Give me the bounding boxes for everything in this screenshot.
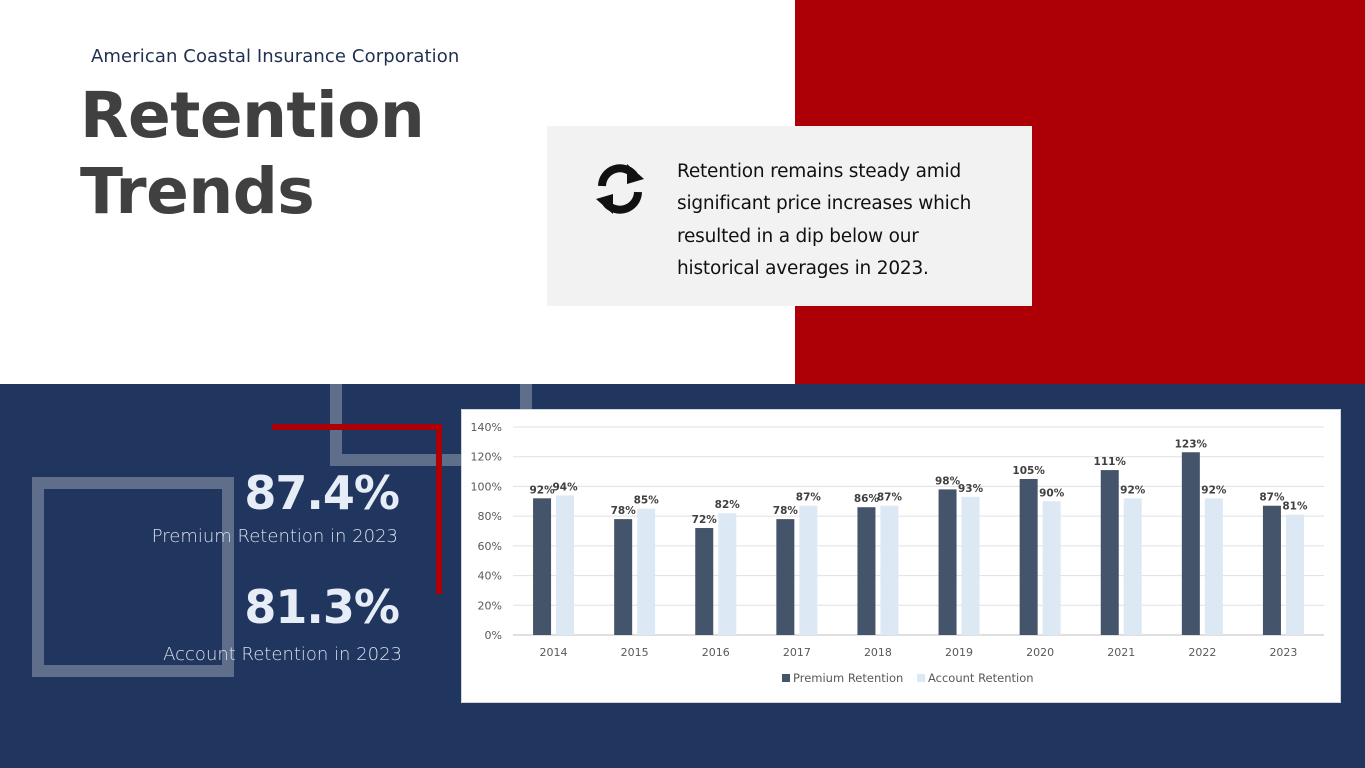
callout-box: Retention remains steady amid significan… <box>547 126 1032 306</box>
y-tick-label: 80% <box>478 510 502 523</box>
y-tick-label: 20% <box>478 599 502 612</box>
premium-data-label: 78% <box>611 505 637 517</box>
account-retention-value: 81.3% <box>244 580 400 634</box>
account-retention-label: Account Retention in 2023 <box>163 644 402 665</box>
y-tick-label: 100% <box>471 480 502 493</box>
y-tick-label: 120% <box>471 451 502 464</box>
account-retention-bar <box>1285 514 1304 635</box>
callout-line: historical averages in 2023. <box>677 257 929 279</box>
refresh-icon <box>596 164 644 214</box>
account-retention-bar <box>1042 501 1061 635</box>
premium-data-label: 105% <box>1012 465 1045 477</box>
account-data-label: 93% <box>958 483 984 495</box>
y-tick-label: 40% <box>478 570 502 583</box>
x-tick-label: 2020 <box>1026 646 1054 659</box>
premium-retention-bar <box>1262 505 1281 635</box>
decorative-red-line-vertical <box>436 424 442 594</box>
premium-retention-bar <box>1100 470 1119 635</box>
account-data-label: 85% <box>634 495 660 507</box>
premium-retention-bar <box>938 489 957 635</box>
account-retention-bar <box>961 496 980 635</box>
account-retention-bar <box>556 495 575 635</box>
account-retention-bar <box>637 508 656 635</box>
premium-retention-bar <box>533 498 552 635</box>
legend-premium-swatch <box>782 674 790 682</box>
x-tick-label: 2015 <box>621 646 649 659</box>
premium-retention-label: Premium Retention in 2023 <box>151 526 398 547</box>
account-retention-bar <box>799 505 818 635</box>
x-tick-label: 2018 <box>864 646 892 659</box>
premium-data-label: 123% <box>1175 438 1208 450</box>
account-data-label: 90% <box>1039 487 1065 499</box>
title-line-1: Retention <box>80 79 425 152</box>
decorative-square-left <box>32 477 234 677</box>
account-retention-bar <box>718 513 737 635</box>
x-tick-label: 2017 <box>783 646 811 659</box>
legend-account-label: Account Retention <box>928 671 1034 685</box>
account-data-label: 92% <box>1201 484 1227 496</box>
callout-line: resulted in a dip below our <box>677 225 919 247</box>
premium-retention-bar <box>1181 452 1200 635</box>
premium-data-label: 111% <box>1094 456 1127 468</box>
premium-retention-bar <box>1019 479 1038 635</box>
premium-data-label: 86% <box>854 493 880 505</box>
legend-premium-label: Premium Retention <box>793 671 903 685</box>
account-retention-bar <box>1123 498 1142 635</box>
company-name: American Coastal Insurance Corporation <box>91 46 460 67</box>
premium-data-label: 87% <box>1259 492 1285 504</box>
decorative-red-line-horizontal <box>272 424 442 430</box>
premium-retention-value: 87.4% <box>244 466 400 520</box>
premium-retention-bar <box>614 519 633 635</box>
premium-retention-bar <box>776 519 795 635</box>
page-title: Retention Trends <box>80 78 425 230</box>
x-tick-label: 2016 <box>702 646 730 659</box>
account-data-label: 81% <box>1282 501 1308 513</box>
premium-data-label: 98% <box>935 475 961 487</box>
retention-bar-chart: 0%20%40%60%80%100%120%140%92%94%201478%8… <box>471 421 1324 685</box>
premium-retention-bar <box>695 528 714 635</box>
x-tick-label: 2023 <box>1269 646 1297 659</box>
y-tick-label: 60% <box>478 540 502 553</box>
callout-line: Retention remains steady amid <box>677 161 962 182</box>
title-line-2: Trends <box>80 155 315 228</box>
x-tick-label: 2021 <box>1107 646 1135 659</box>
y-tick-label: 0% <box>485 629 502 642</box>
account-data-label: 92% <box>1120 484 1146 496</box>
account-data-label: 87% <box>796 492 822 504</box>
premium-data-label: 72% <box>692 514 718 526</box>
x-tick-label: 2019 <box>945 646 973 659</box>
account-data-label: 94% <box>552 481 578 493</box>
premium-data-label: 92% <box>529 484 555 496</box>
y-tick-label: 140% <box>471 421 502 434</box>
legend-account-swatch <box>917 674 925 682</box>
premium-data-label: 78% <box>773 505 799 517</box>
x-tick-label: 2022 <box>1188 646 1216 659</box>
account-data-label: 87% <box>877 492 903 504</box>
x-tick-label: 2014 <box>540 646 568 659</box>
callout-text: Retention remains steady amid significan… <box>677 156 1012 285</box>
account-retention-bar <box>1204 498 1223 635</box>
retention-chart-card: 0% 20% 40% 60% 80% 100% 120% 140% 92% 94% 2014 78% 8… <box>461 409 1341 703</box>
account-retention-bar <box>880 505 899 635</box>
premium-retention-bar <box>857 507 876 635</box>
account-data-label: 82% <box>715 499 741 511</box>
callout-line: significant price increases which <box>677 193 972 215</box>
